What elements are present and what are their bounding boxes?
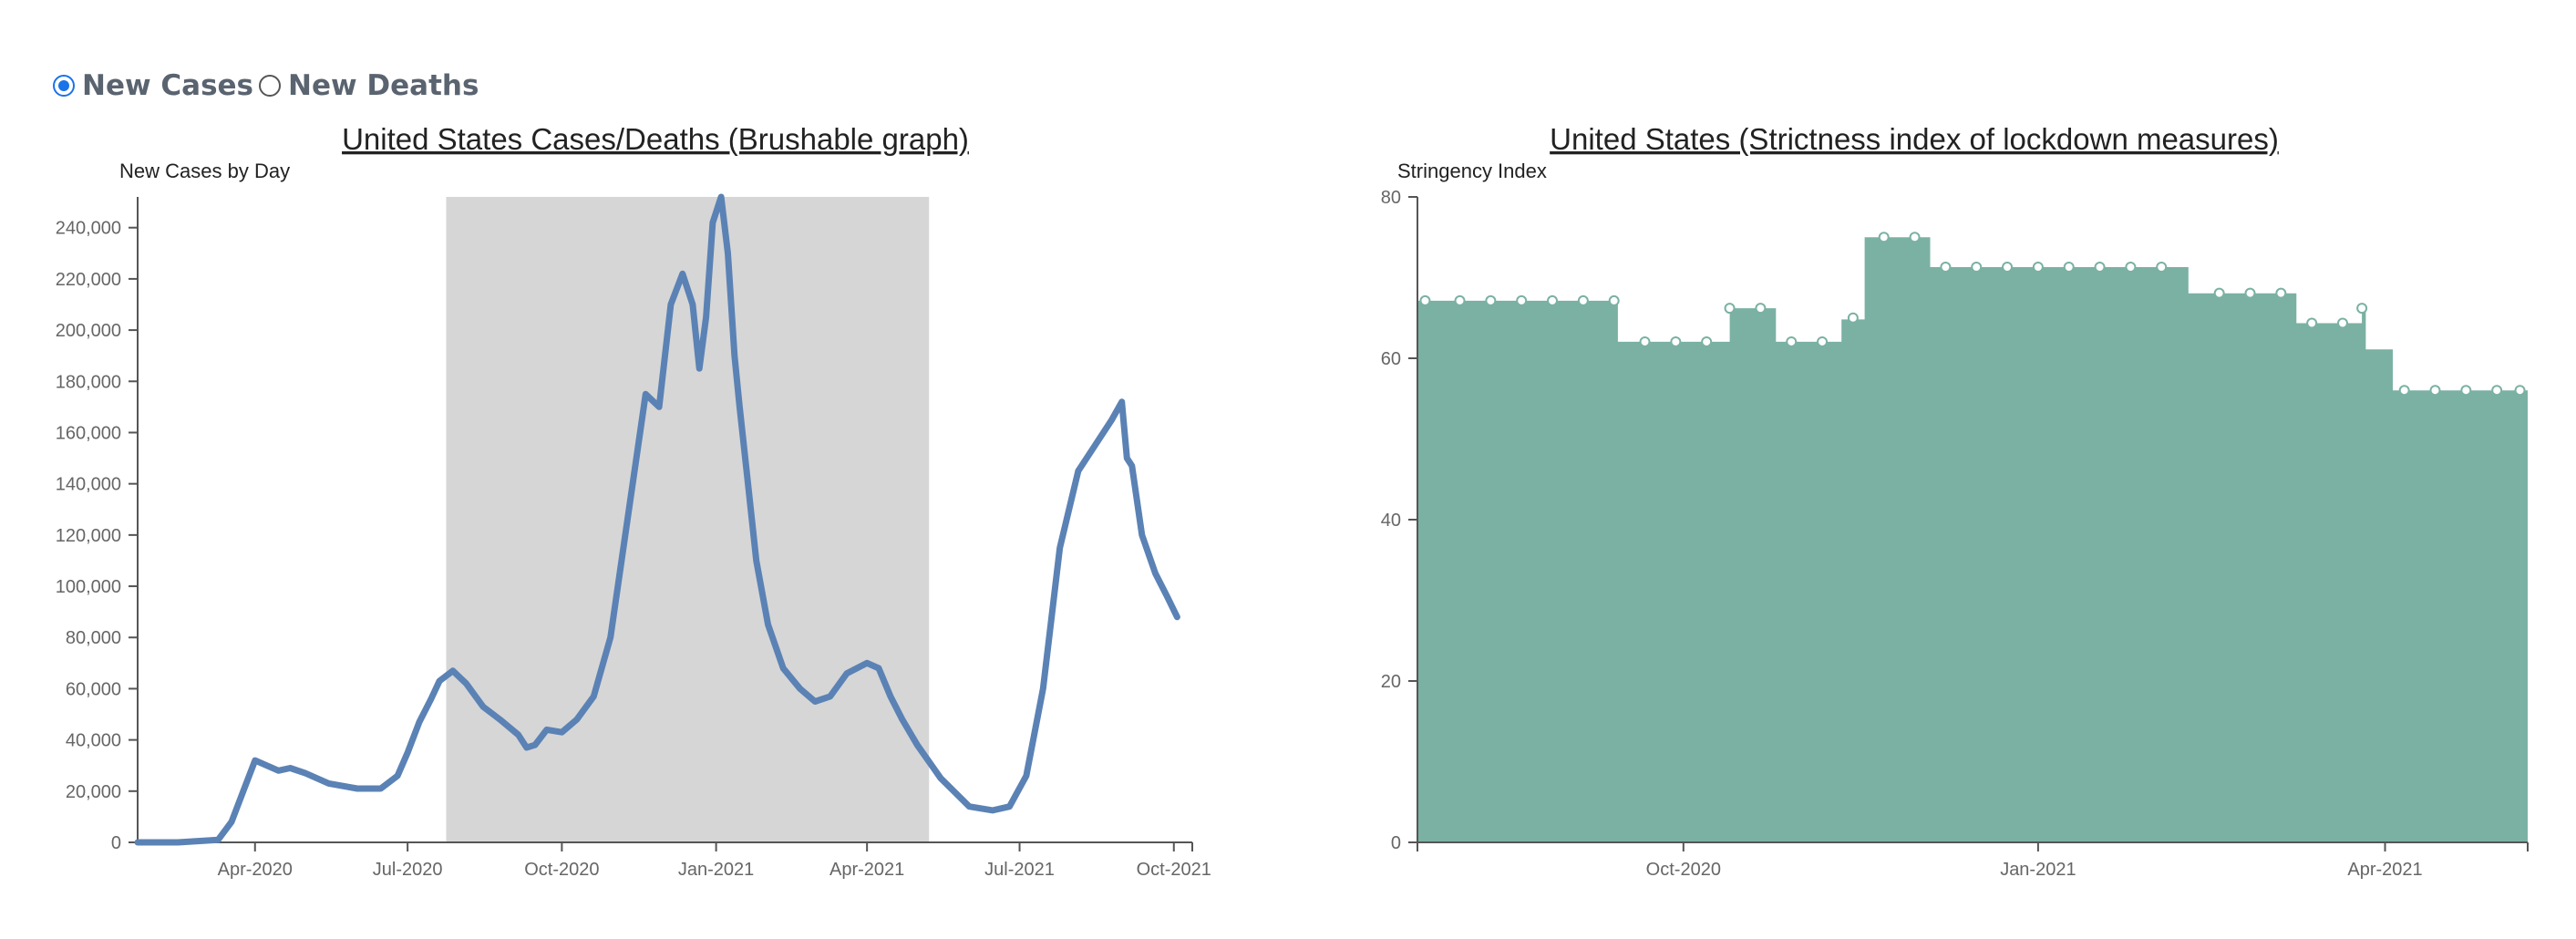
stringency-marker bbox=[2491, 385, 2503, 397]
new-cases-radio[interactable]: New Cases bbox=[53, 69, 253, 102]
cases-x-tick-label: Oct-2020 bbox=[524, 860, 599, 880]
cases-axes: 0 20,000 40,000 60,000 80,000 100,000 120,000 1… bbox=[56, 197, 1211, 880]
stringency-marker bbox=[2460, 385, 2472, 397]
stringency-marker bbox=[2429, 385, 2441, 397]
stringency-marker bbox=[2337, 317, 2348, 329]
stringency-marker bbox=[1516, 294, 1528, 306]
new-deaths-radio-circle[interactable] bbox=[259, 75, 281, 97]
cases-y-tick-label: 160,000 bbox=[56, 423, 121, 443]
stringency-y-tick-label: 40 bbox=[1381, 511, 1401, 531]
stringency-marker bbox=[1971, 261, 1983, 273]
stringency-y-tick-label: 60 bbox=[1381, 349, 1401, 369]
cases-y-tick-label: 40,000 bbox=[66, 731, 121, 751]
stringency-chart: United States (Strictness index of lockd… bbox=[1381, 122, 2529, 880]
stringency-marker bbox=[2514, 385, 2526, 397]
stringency-marker bbox=[2002, 261, 2014, 273]
stringency-marker bbox=[2306, 317, 2318, 329]
new-cases-radio-label[interactable]: New Cases bbox=[82, 69, 253, 102]
cases-y-tick-label: 0 bbox=[111, 833, 121, 853]
cases-y-tick-label: 60,000 bbox=[66, 679, 121, 699]
cases-x-tick-label: Oct-2021 bbox=[1137, 860, 1211, 880]
cases-y-tick-label: 200,000 bbox=[56, 321, 121, 341]
stringency-marker bbox=[1909, 232, 1921, 243]
new-cases-radio-circle[interactable] bbox=[53, 75, 75, 97]
stringency-x-tick-label: Apr-2021 bbox=[2347, 860, 2422, 880]
cases-y-tick-label: 120,000 bbox=[56, 526, 121, 546]
stringency-marker bbox=[2063, 261, 2075, 273]
cases-y-tick-label: 100,000 bbox=[56, 577, 121, 597]
new-deaths-radio-label[interactable]: New Deaths bbox=[288, 69, 479, 102]
stringency-y-axis-label: Stringency Index bbox=[1397, 160, 1547, 182]
stringency-marker bbox=[2094, 261, 2106, 273]
stringency-marker bbox=[2125, 261, 2137, 273]
stringency-x-tick-label: Oct-2020 bbox=[1646, 860, 1721, 880]
cases-y-tick-label: 80,000 bbox=[66, 628, 121, 648]
cases-y-axis-label: New Cases by Day bbox=[119, 160, 290, 182]
stringency-marker bbox=[1701, 335, 1713, 347]
cases-y-tick-label: 20,000 bbox=[66, 782, 121, 802]
stringency-marker bbox=[1547, 294, 1559, 306]
stringency-chart-title: United States (Strictness index of lockd… bbox=[1550, 122, 2279, 156]
stringency-marker bbox=[1454, 294, 1466, 306]
cases-x-tick-label: Jul-2021 bbox=[984, 860, 1055, 880]
stringency-marker bbox=[2156, 261, 2168, 273]
stringency-x-tick-label: Jan-2021 bbox=[2000, 860, 2076, 880]
stringency-area bbox=[1417, 237, 2528, 842]
cases-y-tick-label: 220,000 bbox=[56, 270, 121, 290]
stringency-marker bbox=[1639, 335, 1651, 347]
cases-x-tick-label: Apr-2020 bbox=[218, 860, 293, 880]
stringency-markers bbox=[1419, 232, 2526, 397]
cases-y-tick-label: 180,000 bbox=[56, 372, 121, 392]
stringency-marker bbox=[2398, 385, 2410, 397]
stringency-y-tick-label: 80 bbox=[1381, 188, 1401, 208]
stringency-axes: 0 20 40 60 80 Oct-2020 Jan-2021 Apr-2021 bbox=[1381, 188, 2529, 880]
stringency-y-tick-label: 20 bbox=[1381, 672, 1401, 692]
stringency-marker bbox=[1419, 294, 1431, 306]
cases-x-tick-label: Jul-2020 bbox=[373, 860, 443, 880]
stringency-y-tick-label: 0 bbox=[1391, 833, 1401, 853]
stringency-marker bbox=[2032, 261, 2044, 273]
cases-x-tick-label: Apr-2021 bbox=[829, 860, 904, 880]
cases-chart-title: United States Cases/Deaths (Brushable gr… bbox=[342, 122, 969, 156]
brush-selection[interactable] bbox=[446, 197, 930, 842]
stringency-marker bbox=[2356, 303, 2368, 315]
stringency-marker bbox=[1485, 294, 1497, 306]
stringency-marker bbox=[1724, 303, 1736, 315]
stringency-marker bbox=[1608, 294, 1620, 306]
new-deaths-radio[interactable]: New Deaths bbox=[259, 69, 479, 102]
cases-chart: United States Cases/Deaths (Brushable gr… bbox=[56, 122, 1211, 880]
stringency-marker bbox=[2213, 287, 2225, 299]
stringency-marker bbox=[2275, 287, 2287, 299]
stringency-marker bbox=[2244, 287, 2256, 299]
stringency-marker bbox=[1786, 335, 1798, 347]
stringency-marker bbox=[1817, 335, 1829, 347]
metric-radio-group: New Cases New Deaths bbox=[53, 69, 484, 102]
stringency-marker bbox=[1755, 303, 1767, 315]
stringency-marker bbox=[1847, 312, 1859, 324]
cases-y-tick-label: 240,000 bbox=[56, 219, 121, 239]
cases-y-tick-label: 140,000 bbox=[56, 475, 121, 495]
cases-line bbox=[134, 193, 1180, 846]
stringency-marker bbox=[1878, 232, 1890, 243]
stringency-marker bbox=[1940, 261, 1952, 273]
stringency-marker bbox=[1670, 335, 1682, 347]
stringency-marker bbox=[1577, 294, 1589, 306]
cases-x-tick-label: Jan-2021 bbox=[678, 860, 754, 880]
